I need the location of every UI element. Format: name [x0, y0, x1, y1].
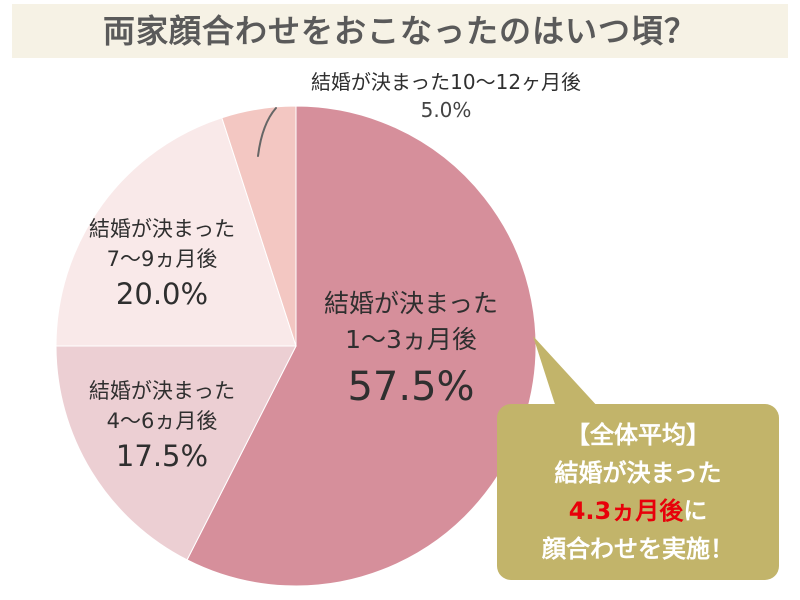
pie-slice-4-6	[55, 345, 297, 561]
slice-label-4-6-line1: 結婚が決まった	[88, 379, 236, 403]
callout-line3-suffix: に	[683, 497, 708, 525]
slice-label-10-12-line2: 10〜12ヶ月後	[450, 70, 582, 94]
callout-pointer	[533, 336, 610, 420]
slice-value-4-6: 17.5%	[115, 439, 209, 473]
slice-label-10-12: 結婚が決まった10〜12ヶ月後 5.0%	[276, 68, 616, 124]
pie-slice-10-12	[221, 105, 297, 347]
slice-label-7-9-line1: 結婚が決まった	[88, 217, 236, 241]
callout-line3: 4.3ヵ月後に	[497, 492, 779, 530]
small-slice-leader-line	[257, 107, 277, 157]
callout-line2: 結婚が決まった	[554, 459, 722, 487]
pie-slice-1-3	[186, 105, 537, 587]
callout-highlight-value: 4.3ヵ月後	[568, 497, 684, 525]
slice-label-7-9: 結婚が決まった 7〜9ヵ月後 20.0%	[62, 214, 262, 314]
slice-value-7-9: 20.0%	[115, 277, 209, 311]
callout-line4: 顔合わせを実施！	[542, 535, 734, 563]
slice-value-1-3: 57.5%	[347, 364, 475, 410]
pie-slice-7-9	[55, 117, 297, 347]
slice-value-10-12: 5.0%	[420, 98, 472, 122]
slice-label-10-12-line1: 結婚が決まった	[310, 70, 451, 94]
slice-label-4-6: 結婚が決まった 4〜6ヵ月後 17.5%	[62, 376, 262, 476]
slice-label-7-9-line2: 7〜9ヵ月後	[106, 247, 218, 271]
slice-label-1-3: 結婚が決まった 1〜3ヵ月後 57.5%	[296, 286, 526, 416]
slice-label-1-3-line1: 結婚が決まった	[323, 289, 498, 318]
slice-label-1-3-line2: 1〜3ヵ月後	[345, 325, 477, 354]
title-bar: 両家顔合わせをおこなったのはいつ頃？	[12, 4, 788, 58]
slice-label-4-6-line2: 4〜6ヵ月後	[106, 409, 218, 433]
average-callout-box: 【全体平均】 結婚が決まった 4.3ヵ月後に 顔合わせを実施！	[497, 404, 779, 580]
callout-heading: 【全体平均】	[566, 421, 710, 449]
chart-title: 両家顔合わせをおこなったのはいつ頃？	[102, 12, 697, 50]
